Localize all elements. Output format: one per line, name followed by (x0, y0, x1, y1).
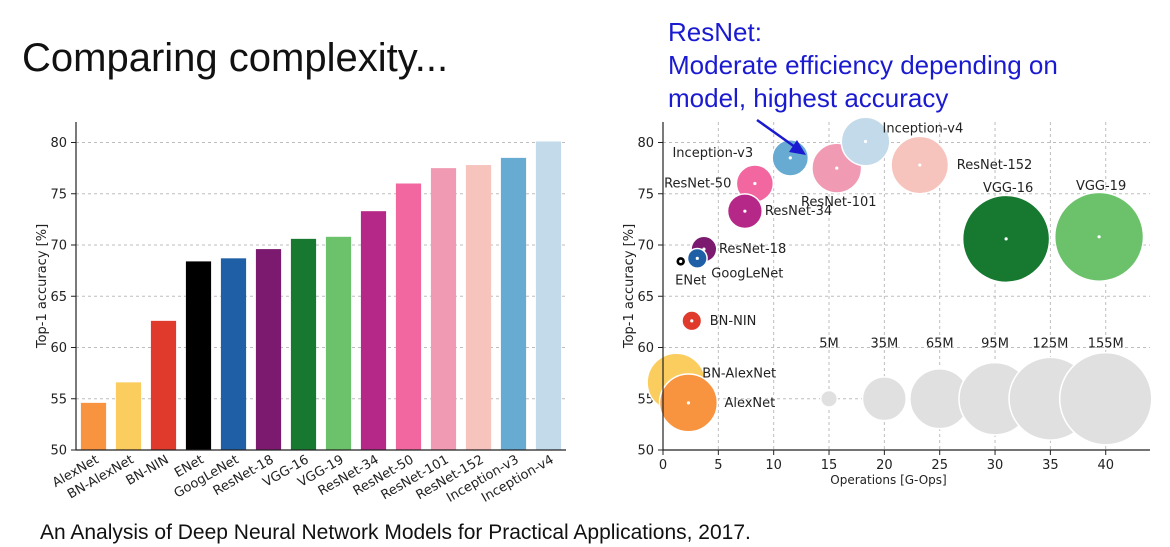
bubble-label: ResNet-101 (801, 195, 877, 210)
annotation-arrow-line (756, 118, 796, 149)
x-axis-label: Operations [G-Ops] (830, 473, 946, 487)
bubble-center-dot (686, 401, 691, 405)
bar (360, 211, 387, 450)
y-tick-label: 75 (50, 187, 67, 202)
annotation-line: model, highest accuracy (668, 83, 949, 113)
size-legend-label: 95M (981, 337, 1009, 352)
bar (430, 168, 457, 450)
x-tick-label: 20 (876, 458, 893, 473)
x-tick-label: 5 (714, 458, 722, 473)
x-tick-label: 10 (765, 458, 782, 473)
bar (80, 402, 107, 450)
bubble-center-dot (788, 156, 792, 160)
bubble-center-dot (918, 163, 922, 167)
x-tick-label: 30 (987, 458, 1004, 473)
size-legend-label: 5M (819, 337, 839, 352)
y-tick-label: 70 (637, 239, 654, 254)
bubble-center-dot (690, 319, 694, 323)
y-tick-label: 60 (637, 341, 654, 356)
bubble-label: BN-AlexNet (702, 366, 776, 381)
annotation-line: ResNet: (668, 17, 762, 47)
bar (500, 157, 527, 450)
bubble-label: ENet (675, 273, 706, 288)
y-tick-label: 50 (50, 444, 67, 459)
bar (535, 141, 562, 450)
bar (465, 165, 492, 451)
size-legend-label: 125M (1032, 337, 1068, 352)
bar (255, 249, 282, 450)
bubble-label: ResNet-34 (765, 204, 832, 219)
y-tick-label: 65 (637, 290, 654, 305)
resnet-annotation: ResNet: Moderate efficiency depending on… (668, 16, 1058, 115)
bar (150, 320, 177, 450)
size-legend-label: 155M (1088, 337, 1124, 352)
bubble-center-dot (1097, 235, 1101, 239)
size-legend-bubble (1058, 351, 1153, 446)
bubble-label: GoogLeNet (711, 266, 783, 281)
bar (395, 183, 422, 450)
x-tick-label: 40 (1097, 458, 1114, 473)
bubble-center-dot (1004, 237, 1008, 241)
slide-title: Comparing complexity... (22, 36, 449, 80)
size-legend-label: 35M (870, 337, 898, 352)
size-legend-bubble (861, 376, 908, 422)
y-tick-label: 70 (50, 239, 67, 254)
y-tick-label: 55 (50, 392, 67, 407)
bubble-center-dot (695, 256, 699, 260)
y-tick-label: 65 (50, 290, 67, 305)
bar (290, 238, 317, 450)
x-tick-label: 25 (931, 458, 948, 473)
y-tick-label: 75 (637, 187, 654, 202)
bubble-center-dot (679, 259, 683, 263)
size-legend-label: 65M (926, 337, 954, 352)
bubble-center-dot (743, 209, 747, 213)
bubble-label: Inception-v3 (672, 146, 753, 161)
bar (220, 258, 247, 450)
bubble-label: VGG-16 (983, 181, 1033, 196)
x-tick-label: 35 (1042, 458, 1059, 473)
bubble-label: VGG-19 (1076, 179, 1126, 194)
y-axis-label: Top-1 accuracy [%] (35, 224, 50, 349)
bar (325, 236, 352, 450)
bubble-center-dot (753, 181, 757, 186)
x-tick-label: 15 (821, 458, 838, 473)
bubble-center-dot (835, 166, 839, 170)
bar (115, 382, 142, 450)
y-tick-label: 80 (50, 136, 67, 151)
annotation-line: Moderate efficiency depending on (668, 50, 1058, 80)
size-legend-bubble (819, 389, 839, 408)
annotation-arrow-head (789, 140, 806, 155)
bubble-label: Inception-v4 (883, 121, 964, 136)
bar (185, 261, 212, 450)
bubble-label: ResNet-18 (719, 242, 786, 257)
bubble-center-dot (863, 139, 868, 144)
bubble-label: ResNet-152 (957, 158, 1033, 173)
bubble-label: ResNet-50 (664, 177, 731, 192)
bubble-label: BN-NIN (710, 314, 757, 329)
y-tick-label: 80 (637, 136, 654, 151)
y-axis-label: Top-1 accuracy [%] (622, 224, 637, 349)
y-tick-label: 50 (637, 444, 654, 459)
y-tick-label: 60 (50, 341, 67, 356)
bubble-label: AlexNet (724, 396, 775, 411)
citation: An Analysis of Deep Neural Network Model… (40, 521, 751, 544)
x-tick-label: 0 (659, 458, 667, 473)
